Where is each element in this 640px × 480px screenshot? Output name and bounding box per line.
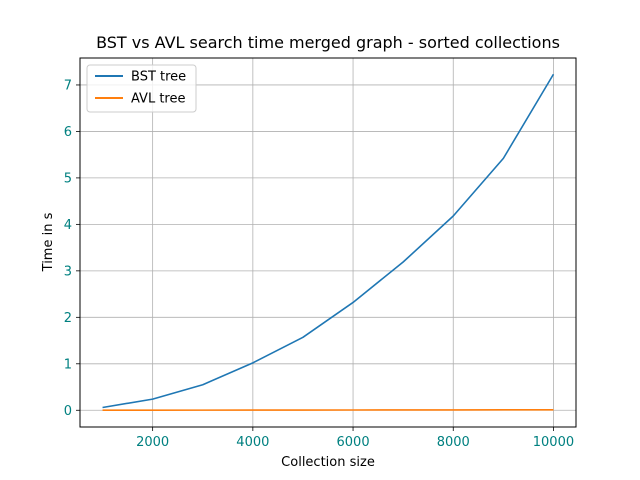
y-tick-label: 2: [64, 311, 72, 326]
x-tick-label: 8000: [437, 435, 470, 450]
series-layer: [102, 73, 555, 412]
x-tick-label: 2000: [136, 435, 169, 450]
y-tick-label: 4: [64, 218, 72, 233]
legend: BST tree AVL tree: [86, 64, 197, 113]
legend-label-avl: AVL tree: [131, 92, 185, 107]
x-tick-label: 4000: [236, 435, 269, 450]
x-axis-ticks: 2000 4000 6000 8000 10000: [136, 427, 574, 450]
y-tick-label: 3: [64, 264, 72, 279]
plot-frame: [79, 57, 577, 428]
grid: [80, 58, 576, 427]
y-axis-label: Time in s: [41, 212, 56, 272]
x-axis-label: Collection size: [281, 455, 375, 470]
y-tick-label: 0: [64, 404, 72, 419]
x-tick-label: 6000: [337, 435, 370, 450]
y-tick-label: 5: [64, 171, 72, 186]
legend-label-bst: BST tree: [131, 70, 186, 85]
y-tick-label: 6: [64, 125, 72, 140]
x-tick-label: 10000: [533, 435, 574, 450]
chart-title: BST vs AVL search time merged graph - so…: [96, 33, 560, 52]
y-axis-ticks: 0 1 2 3 4 5 6 7: [64, 78, 80, 419]
y-tick-label: 7: [64, 78, 72, 93]
y-tick-label: 1: [64, 357, 72, 372]
series-line-bst: [102, 73, 555, 409]
